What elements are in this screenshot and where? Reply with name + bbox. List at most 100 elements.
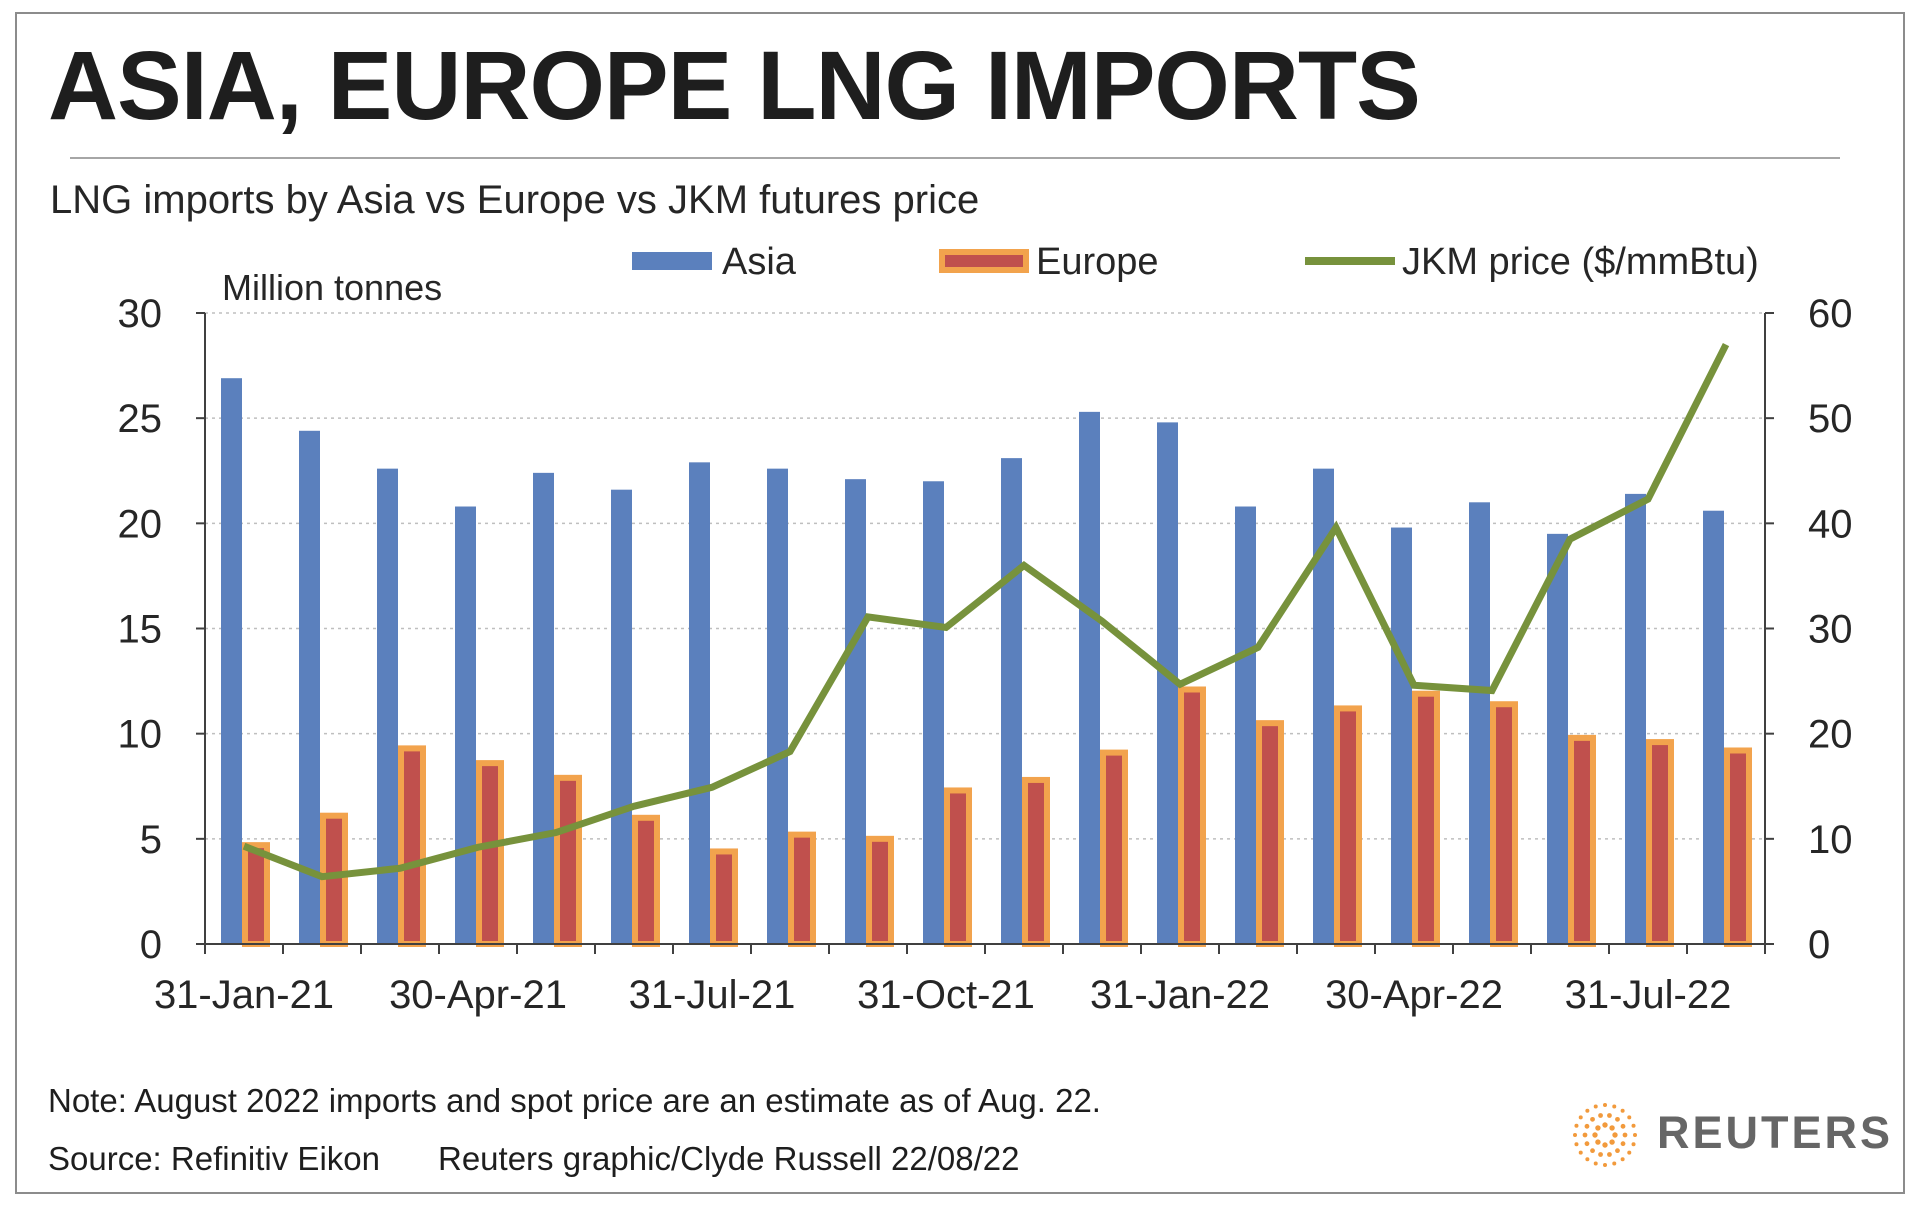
europe-bar (1256, 720, 1284, 948)
y-axis-unit-label: Million tonnes (222, 267, 442, 308)
logo-dot (1573, 1133, 1577, 1137)
europe-bar (320, 812, 348, 947)
europe-bar (788, 831, 816, 947)
y-tick-label: 5 (140, 818, 162, 862)
logo-dot (1592, 1132, 1598, 1138)
logo-dot (1593, 1104, 1598, 1109)
legend-label-asia: Asia (722, 241, 797, 283)
x-tick-label: 31-Jul-22 (1565, 973, 1732, 1017)
combo-chart: 0 5 10 15 20 25 30 0 10 20 30 40 50 60 31-Jan-21 30-Apr… (118, 241, 1853, 1017)
chart-frame (15, 12, 1905, 1194)
logo-dot (1582, 1132, 1588, 1138)
chart-subtitle: LNG imports by Asia vs Europe vs JKM fut… (50, 178, 980, 222)
y-tick-label: 20 (118, 502, 163, 546)
logo-dot (1593, 1161, 1598, 1166)
legend-swatch-europe (939, 249, 1029, 273)
logo-dot (1620, 1123, 1626, 1129)
logo-dot (1602, 1122, 1608, 1128)
logo-dot (1574, 1123, 1579, 1128)
legend-label-jkm: JKM price ($/mmBtu) (1402, 241, 1759, 283)
europe-bar (398, 745, 426, 948)
logo-dot (1590, 1148, 1595, 1154)
logo-dot (1612, 1132, 1618, 1138)
logo-dot (1612, 1104, 1617, 1109)
asia-bar (533, 472, 554, 944)
logo-dot (1585, 1108, 1590, 1113)
europe-bar (632, 814, 660, 947)
logo-dot (1633, 1133, 1637, 1137)
logo-dot (1598, 1113, 1603, 1118)
asia-bar (377, 468, 398, 944)
logo-dot (1609, 1125, 1615, 1131)
reuters-logo-text: REUTERS (1657, 1107, 1894, 1158)
gridlines (205, 312, 1765, 840)
logo-dot (1620, 1141, 1626, 1147)
reuters-logo-icon (1573, 1103, 1637, 1167)
logo-dot (1631, 1123, 1636, 1128)
asia-bar (1313, 468, 1334, 944)
y2-tick-label: 60 (1808, 292, 1853, 336)
logo-dot (1603, 1103, 1607, 1107)
europe-bar (710, 848, 738, 947)
source-line: Source: Refinitiv Eikon (48, 1140, 380, 1177)
jkm-price-line (242, 342, 1730, 881)
y2-tick-label: 0 (1808, 923, 1830, 967)
logo-dot (1631, 1142, 1636, 1147)
title-divider (70, 157, 1840, 159)
europe-bar (554, 774, 582, 947)
x-tick-label: 30-Apr-22 (1325, 973, 1503, 1017)
jkm-line (242, 342, 1730, 881)
logo-dot (1615, 1116, 1620, 1122)
asia-bar (1625, 493, 1646, 944)
europe-bar (1724, 747, 1752, 948)
asia-bar (299, 430, 320, 945)
logo-dot (1584, 1123, 1590, 1129)
asia-bar (767, 468, 788, 944)
asia-bars (221, 378, 1724, 945)
logo-dot (1595, 1125, 1601, 1131)
europe-bar (1100, 749, 1128, 948)
asia-bar (1157, 422, 1178, 945)
asia-bar (689, 462, 710, 944)
logo-dot (1578, 1150, 1583, 1155)
y-tick-label: 10 (118, 713, 163, 757)
logo-dot (1620, 1157, 1625, 1162)
asia-bar (1703, 510, 1724, 944)
europe-bar (1178, 686, 1206, 947)
asia-bar (1547, 533, 1568, 944)
logo-dot (1602, 1142, 1608, 1148)
y2-tick-label: 40 (1808, 502, 1853, 546)
logo-dot (1584, 1141, 1590, 1147)
asia-bar (1469, 502, 1490, 944)
y-tick-label: 25 (118, 397, 163, 441)
logo-dot (1590, 1116, 1595, 1122)
footnote: Note: August 2022 imports and spot price… (48, 1082, 1101, 1119)
credit-line: Reuters graphic/Clyde Russell 22/08/22 (438, 1140, 1020, 1177)
europe-bar (242, 842, 270, 947)
asia-bar (1001, 458, 1022, 944)
logo-dot (1578, 1115, 1583, 1120)
legend: Asia Europe JKM price ($/mmBtu) (632, 241, 1759, 283)
axes: 0 5 10 15 20 25 30 0 10 20 30 40 50 60 31-Jan-21 30-Apr… (118, 292, 1853, 1017)
europe-bar (1022, 776, 1050, 947)
europe-bar (1334, 705, 1362, 948)
chart-title: ASIA, EUROPE LNG IMPORTS (48, 31, 1421, 140)
legend-swatch-asia (632, 252, 712, 270)
asia-bar (611, 489, 632, 944)
y2-tick-label: 20 (1808, 713, 1853, 757)
europe-bar (1412, 690, 1440, 947)
logo-dot (1585, 1157, 1590, 1162)
x-tick-label: 31-Jan-22 (1090, 973, 1270, 1017)
asia-bar (455, 506, 476, 944)
y-tick-label: 0 (140, 923, 162, 967)
y2-tick-label: 50 (1808, 397, 1853, 441)
europe-bar (1568, 734, 1596, 948)
logo-dot (1627, 1115, 1632, 1120)
x-tick-label: 31-Oct-21 (857, 973, 1035, 1017)
europe-bars (242, 686, 1752, 948)
asia-bar (1079, 411, 1100, 944)
asia-bar (923, 481, 944, 944)
logo-dot (1612, 1161, 1617, 1166)
asia-bar (845, 479, 866, 944)
europe-bar (476, 760, 504, 948)
